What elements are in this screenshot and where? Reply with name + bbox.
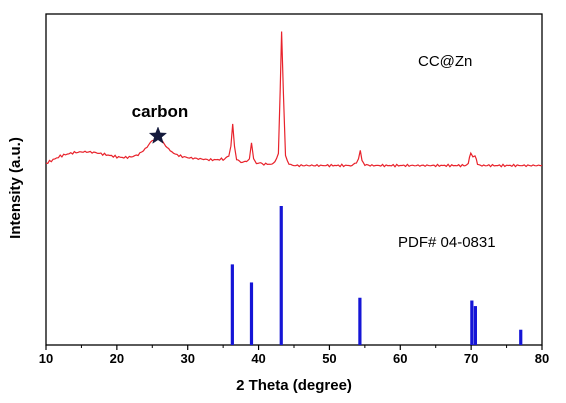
x-tick-label: 80 [535, 351, 549, 366]
star-icon [148, 126, 168, 144]
x-axis-tick-labels: 10 20 30 40 50 60 70 80 [39, 351, 549, 366]
annotations: CC@Zn PDF# 04-0831 carbon [132, 53, 496, 251]
x-tick-label: 50 [322, 351, 336, 366]
x-tick-label: 30 [180, 351, 194, 366]
x-axis-ticks [45, 345, 543, 350]
carbon-label: carbon [132, 102, 189, 121]
x-tick-label: 20 [110, 351, 124, 366]
xrd-pattern [45, 31, 543, 168]
reference-pattern [230, 206, 523, 345]
x-axis-title: 2 Theta (degree) [236, 377, 352, 394]
x-tick-label: 60 [393, 351, 407, 366]
x-tick-label: 10 [39, 351, 53, 366]
y-axis-title: Intensity (a.u.) [7, 137, 24, 239]
x-tick-label: 70 [464, 351, 478, 366]
reference-label: PDF# 04-0831 [398, 234, 496, 251]
x-tick-label: 40 [251, 351, 265, 366]
sample-label: CC@Zn [418, 53, 472, 70]
xrd-line [45, 31, 543, 168]
